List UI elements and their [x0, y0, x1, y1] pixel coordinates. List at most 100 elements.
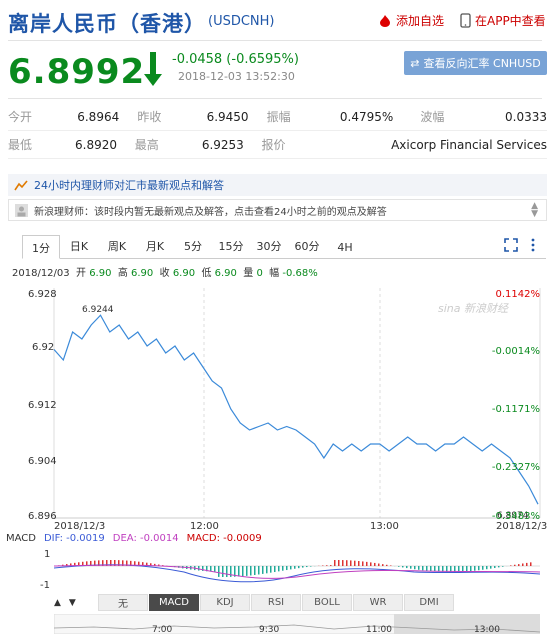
reverse-rate-button[interactable]: ⇄ 查看反向汇率 CNHUSD — [404, 51, 547, 75]
indicator-tab[interactable]: DMI — [404, 594, 454, 611]
indicator-tabs: 无 MACD KDJ RSI BOLL WR DMI — [98, 594, 455, 611]
macd-bar — [342, 560, 344, 566]
fullscreen-icon[interactable] — [504, 238, 518, 252]
macd-bar — [310, 566, 312, 567]
macd-bar — [130, 560, 132, 566]
macd-bar — [282, 566, 284, 571]
pct-tick: 0.1142% — [495, 289, 541, 300]
macd-bar — [386, 564, 388, 566]
macd-bar — [234, 566, 236, 577]
macd-bar — [498, 566, 500, 568]
macd-bar — [86, 561, 88, 566]
macd-bar — [514, 564, 516, 566]
indicator-tab[interactable]: RSI — [251, 594, 301, 611]
pager-arrows[interactable]: ▲ ▼ — [54, 594, 98, 611]
tab-period[interactable]: 15分 — [218, 240, 244, 253]
macd-bar — [418, 566, 420, 570]
nav-time: 11:00 — [366, 625, 392, 634]
phone-icon — [460, 13, 471, 28]
x-tick: 2018/12/3 — [496, 521, 548, 532]
period-tabs: 1分 日K 周K 月K 5分 15分 30分 60分 4H — [22, 235, 546, 259]
macd-bar — [278, 566, 280, 572]
macd-bar — [102, 560, 104, 566]
macd-bar — [202, 566, 204, 571]
macd-bar — [470, 566, 472, 572]
macd-bar — [434, 566, 436, 572]
nav-time: 7:00 — [152, 625, 172, 634]
news-item[interactable]: 新浪理财师：该时段内暂无最新观点及解答，点击查看24小时之前的观点及解答 ▲ ▼ — [8, 199, 547, 221]
macd-bar — [154, 563, 156, 566]
indicator-tab[interactable]: WR — [353, 594, 403, 611]
macd-bar — [426, 566, 428, 571]
tab-period[interactable]: 1分 — [22, 235, 60, 259]
macd-bar — [106, 560, 108, 566]
macd-bar — [226, 566, 228, 577]
macd-chart[interactable] — [54, 546, 540, 590]
macd-bar — [522, 563, 524, 566]
divider — [8, 40, 542, 41]
more-options-icon[interactable] — [530, 238, 536, 252]
macd-bar — [326, 565, 328, 566]
macd-y-tick: 1 — [44, 549, 51, 560]
indicator-tab[interactable]: 无 — [98, 594, 148, 611]
stats-row: 最低 6.8920 最高 6.9253 报价 Axicorp Financial Se… — [8, 131, 547, 159]
time-navigator[interactable]: 7:00 9:30 11:00 13:00 — [54, 614, 540, 634]
price-chart[interactable]: sina 新浪财经 6.9244 6.8974 — [0, 282, 550, 542]
macd-bar — [266, 566, 268, 574]
macd-bar — [90, 560, 92, 566]
macd-bar — [242, 566, 244, 577]
x-tick: 12:00 — [190, 521, 219, 532]
macd-bar — [446, 566, 448, 572]
macd-bar — [222, 566, 224, 577]
indicator-tab[interactable]: MACD — [149, 594, 199, 611]
macd-bar — [214, 566, 216, 572]
news-header[interactable]: 24小时内理财师对汇市最新观点和解答 — [8, 174, 547, 196]
triangle-down-icon[interactable]: ▼ — [68, 597, 76, 608]
indicator-tab[interactable]: BOLL — [302, 594, 352, 611]
macd-bar — [410, 566, 412, 569]
macd-bar — [366, 561, 368, 566]
macd-bar — [494, 566, 496, 569]
macd-bar — [450, 566, 452, 572]
macd-bar — [458, 566, 460, 572]
tab-period[interactable]: 5分 — [184, 240, 202, 253]
macd-bar — [338, 560, 340, 566]
macd-bar — [210, 566, 212, 572]
tab-period[interactable]: 30分 — [256, 240, 282, 253]
indicator-tab[interactable]: KDJ — [200, 594, 250, 611]
macd-bar — [150, 563, 152, 566]
tab-period[interactable]: 日K — [69, 240, 89, 253]
down-arrow-icon — [144, 52, 162, 86]
macd-bar — [346, 560, 348, 566]
macd-bar — [302, 566, 304, 568]
macd-bar — [254, 566, 256, 575]
macd-bar — [134, 561, 136, 566]
macd-bar — [138, 561, 140, 566]
macd-bar — [246, 566, 248, 576]
triangle-up-icon[interactable]: ▲ — [54, 597, 61, 608]
macd-bar — [98, 560, 100, 566]
macd-bar — [530, 562, 532, 566]
macd-bar — [230, 566, 232, 577]
macd-bar — [262, 566, 264, 574]
add-watchlist-button[interactable]: 添加自选 — [378, 12, 444, 29]
open-in-app-button[interactable]: 在APP中查看 — [460, 12, 546, 29]
macd-bar — [474, 566, 476, 571]
stats-table: 今开 6.8964 昨收 6.9450 振幅 0.4795% 波幅 0.0333 最低 6… — [8, 103, 547, 159]
macd-bar — [78, 562, 80, 566]
macd-bar — [66, 564, 68, 566]
macd-bar — [270, 566, 272, 573]
macd-bar — [490, 566, 492, 569]
macd-bar — [158, 564, 160, 566]
tab-period[interactable]: 月K — [145, 240, 165, 253]
tab-period[interactable]: 60分 — [294, 240, 320, 253]
tab-period[interactable]: 周K — [107, 240, 127, 253]
macd-bar — [454, 566, 456, 572]
macd-bar — [70, 563, 72, 566]
scroll-arrows-icon[interactable]: ▲ ▼ — [531, 201, 538, 219]
macd-bar — [118, 560, 120, 566]
nav-time: 9:30 — [259, 625, 279, 634]
chart-trend-icon — [14, 180, 28, 191]
avatar — [15, 203, 28, 217]
tab-period[interactable]: 4H — [337, 241, 353, 254]
